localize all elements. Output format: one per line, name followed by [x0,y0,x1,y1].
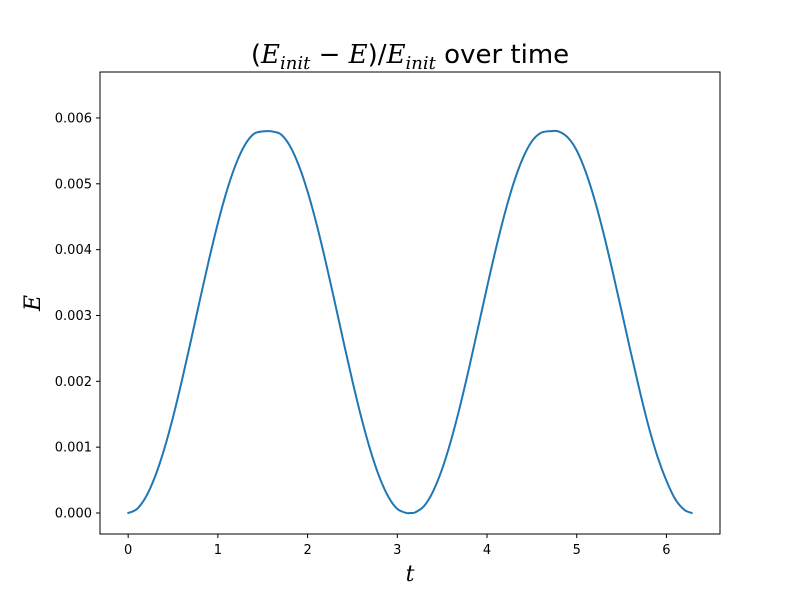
title-init-subscript: init [280,53,311,74]
y-tick-label: 0.001 [55,441,92,456]
plot-area [127,129,693,515]
x-tick-label: 6 [662,543,670,558]
y-tick-label: 0.003 [55,309,92,324]
x-tick-label: 0 [124,543,132,558]
y-tick-label: 0.002 [55,375,92,390]
x-axis-label: t [406,562,415,587]
y-tick-label: 0.006 [55,111,92,126]
axis-ticks: 0 1 2 3 4 5 6 0.000 0.001 0.002 0.003 0.004 0.005 0.0… [55,111,671,558]
x-tick-label: 2 [303,543,311,558]
y-tick-label: 0.000 [55,506,92,521]
x-tick-label: 3 [393,543,401,558]
axes-frame [99,71,721,535]
y-tick-label: 0.004 [55,243,92,258]
x-tick-label: 5 [573,543,581,558]
x-tick-label: 1 [214,543,222,558]
title-open-paren: ( [251,40,261,70]
chart-title: (Einit − E)/Einit over time [251,40,569,74]
title-close-slash: )/ [368,40,387,70]
title-init-subscript-denominator: init [406,53,437,74]
title-e-symbol: E [348,40,368,70]
title-e-init-symbol: E [260,40,280,70]
series-line [127,129,693,515]
title-e-init-denominator: E [386,40,406,70]
title-minus: − [310,40,348,70]
x-tick-label: 4 [483,543,491,558]
y-tick-label: 0.005 [55,177,92,192]
y-axis-label: E [21,295,46,312]
title-suffix: over time [436,40,569,70]
